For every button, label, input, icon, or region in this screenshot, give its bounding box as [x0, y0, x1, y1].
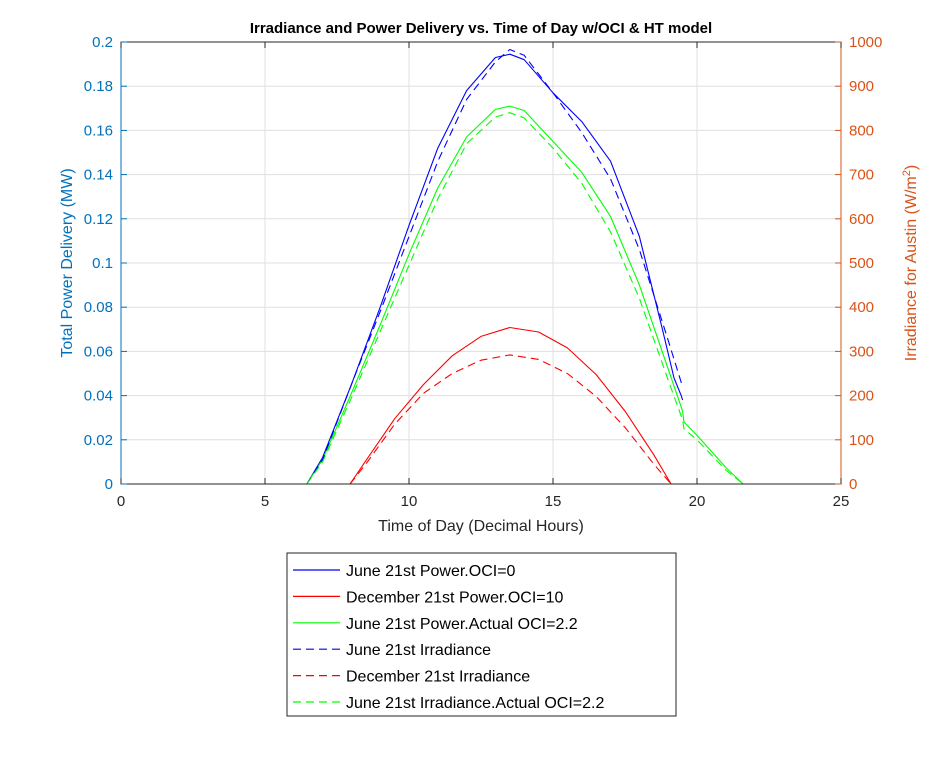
y-left-tick-label: 0.18 [84, 78, 113, 95]
y-right-tick-label: 700 [849, 167, 874, 184]
x-tick-label: 15 [545, 493, 562, 510]
y-left-tick-label: 0.14 [84, 167, 113, 184]
x-tick-label: 10 [401, 493, 418, 510]
y-left-tick-label: 0.2 [92, 34, 113, 51]
y-right-tick-label: 300 [849, 343, 874, 360]
y-left-tick-label: 0.02 [84, 432, 113, 449]
legend-label: June 21st Irradiance [346, 642, 491, 659]
y-right-tick-label: 400 [849, 299, 874, 316]
y-left-tick-label: 0.04 [84, 388, 113, 405]
y-right-tick-label: 200 [849, 388, 874, 405]
x-tick-label: 20 [689, 493, 706, 510]
x-tick-label: 0 [117, 493, 125, 510]
y-left-tick-label: 0 [105, 476, 113, 493]
legend: June 21st Power.OCI=0 December 21st Power… [286, 552, 677, 717]
legend-label: June 21st Irradiance.Actual OCI=2.2 [346, 695, 604, 712]
y-left-tick-label: 0.16 [84, 122, 113, 139]
y-right-tick-label: 1000 [849, 34, 882, 51]
y-right-tick-label: 800 [849, 122, 874, 139]
x-tick-label: 25 [833, 493, 850, 510]
x-axis-label: Time of Day (Decimal Hours) [378, 518, 584, 535]
y-right-tick-label: 900 [849, 78, 874, 95]
y-right-tick-label: 600 [849, 211, 874, 228]
y-left-tick-label: 0.12 [84, 211, 113, 228]
series-line-3 [121, 105, 841, 485]
legend-label: December 21st Power.OCI=10 [346, 589, 564, 606]
series-line-6 [306, 112, 841, 485]
series-line-4 [306, 48, 684, 485]
series-line-2 [121, 326, 841, 485]
legend-box [286, 552, 677, 717]
y-left-tick-label: 0.06 [84, 343, 113, 360]
y-axis-label-right-main: Irradiance for Austin (W/m [903, 176, 920, 361]
tick-labels: 0 5 10 15 20 2500.020.040.060.080.10.120.140.… [84, 34, 883, 510]
chart-title: Irradiance and Power Delivery vs. Time o… [250, 20, 712, 37]
data-lines [121, 48, 841, 485]
y-right-tick-label: 100 [849, 432, 874, 449]
y-right-tick-label: 0 [849, 476, 857, 493]
y-left-tick-label: 0.1 [92, 255, 113, 272]
series-line-5 [349, 354, 672, 485]
tick-marks [120, 41, 842, 485]
y-axis-label-right-end: ) [903, 165, 920, 170]
y-axis-label-right: Irradiance for Austin (W/m2) [901, 165, 920, 361]
legend-label: June 21st Power.OCI=0 [346, 563, 516, 580]
y-left-tick-label: 0.08 [84, 299, 113, 316]
y-axis-label-left: Total Power Delivery (MW) [59, 168, 76, 357]
y-axis-label-right-sup: 2 [901, 170, 913, 176]
x-tick-label: 5 [261, 493, 269, 510]
legend-label: June 21st Power.Actual OCI=2.2 [346, 616, 578, 633]
legend-label: December 21st Irradiance [346, 669, 530, 686]
y-right-tick-label: 500 [849, 255, 874, 272]
